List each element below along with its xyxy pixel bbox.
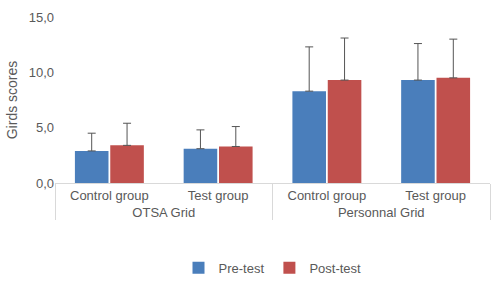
svg-text:Test group: Test group bbox=[405, 188, 466, 203]
svg-text:5,0: 5,0 bbox=[36, 120, 54, 135]
svg-text:15,0: 15,0 bbox=[29, 10, 54, 25]
svg-text:Personnal Grid: Personnal Grid bbox=[338, 205, 425, 220]
svg-text:0,0: 0,0 bbox=[36, 176, 54, 191]
svg-text:Girds scores: Girds scores bbox=[4, 61, 20, 140]
svg-text:Post-test: Post-test bbox=[309, 261, 361, 276]
svg-text:OTSA Grid: OTSA Grid bbox=[132, 205, 195, 220]
svg-text:Control group: Control group bbox=[70, 188, 149, 203]
svg-text:Test group: Test group bbox=[188, 188, 249, 203]
svg-text:Pre-test: Pre-test bbox=[219, 261, 265, 276]
svg-text:10,0: 10,0 bbox=[29, 65, 54, 80]
svg-text:Control group: Control group bbox=[287, 188, 366, 203]
